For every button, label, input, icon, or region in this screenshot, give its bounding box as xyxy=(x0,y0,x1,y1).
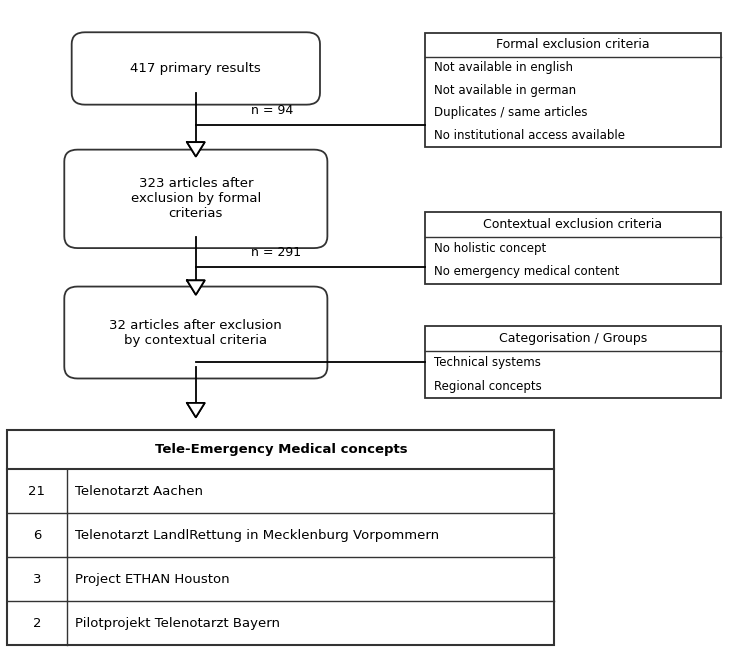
Text: Technical systems: Technical systems xyxy=(434,356,541,369)
Text: 417 primary results: 417 primary results xyxy=(131,62,261,75)
Text: Categorisation / Groups: Categorisation / Groups xyxy=(499,332,647,345)
Text: Telenotarzt Aachen: Telenotarzt Aachen xyxy=(75,485,203,498)
Text: Formal exclusion criteria: Formal exclusion criteria xyxy=(496,38,650,51)
Text: Contextual exclusion criteria: Contextual exclusion criteria xyxy=(483,218,662,231)
FancyBboxPatch shape xyxy=(64,150,327,248)
Text: 21: 21 xyxy=(28,485,46,498)
Text: Pilotprojekt Telenotarzt Bayern: Pilotprojekt Telenotarzt Bayern xyxy=(75,617,280,630)
Polygon shape xyxy=(187,142,205,156)
Text: Not available in english: Not available in english xyxy=(434,61,573,74)
Text: 2: 2 xyxy=(33,617,41,630)
Text: 3: 3 xyxy=(33,573,41,586)
Text: 323 articles after
exclusion by formal
criterias: 323 articles after exclusion by formal c… xyxy=(131,177,261,220)
Text: Project ETHAN Houston: Project ETHAN Houston xyxy=(75,573,230,586)
Text: Tele-Emergency Medical concepts: Tele-Emergency Medical concepts xyxy=(154,443,407,456)
Text: 6: 6 xyxy=(33,529,41,542)
Text: No holistic concept: No holistic concept xyxy=(434,242,546,255)
Text: No emergency medical content: No emergency medical content xyxy=(434,265,619,278)
Bar xyxy=(425,33,721,147)
Text: Telenotarzt LandlRettung in Mecklenburg Vorpommern: Telenotarzt LandlRettung in Mecklenburg … xyxy=(75,529,440,542)
Polygon shape xyxy=(187,280,205,295)
Text: Regional concepts: Regional concepts xyxy=(434,379,542,393)
Bar xyxy=(425,212,721,284)
Text: 32 articles after exclusion
by contextual criteria: 32 articles after exclusion by contextua… xyxy=(109,319,282,346)
Bar xyxy=(425,326,721,398)
Text: Not available in german: Not available in german xyxy=(434,84,576,97)
Text: n = 291: n = 291 xyxy=(251,246,302,259)
Text: Duplicates / same articles: Duplicates / same articles xyxy=(434,106,588,119)
Bar xyxy=(7,430,554,645)
Polygon shape xyxy=(187,403,205,417)
Text: No institutional access available: No institutional access available xyxy=(434,129,624,142)
FancyBboxPatch shape xyxy=(72,32,320,104)
Text: n = 94: n = 94 xyxy=(251,104,293,117)
FancyBboxPatch shape xyxy=(64,287,327,378)
